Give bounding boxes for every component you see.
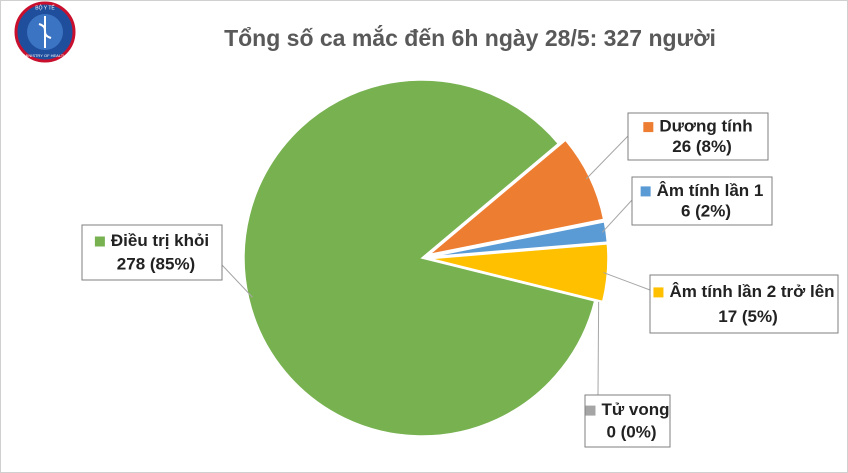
category-label: Điều trị khỏi — [111, 231, 209, 250]
value-label: 0 (0%) — [606, 422, 656, 441]
pie-slice — [429, 243, 609, 303]
leader-line — [221, 264, 253, 298]
leader-line — [597, 301, 600, 396]
label-box — [627, 112, 769, 161]
pie-slice — [243, 79, 596, 437]
category-label: Âm tính lần 2 trở lên — [669, 282, 834, 301]
value-label: 26 (8%) — [672, 137, 732, 156]
logo: BỘ Y TẾ MINISTRY OF HEALTH — [14, 1, 76, 63]
legend-swatch — [640, 186, 651, 197]
leader-line — [601, 199, 633, 233]
label-box — [649, 274, 839, 334]
value-label: 6 (2%) — [681, 202, 731, 221]
category-label: Tử vong — [601, 400, 669, 419]
legend-swatch — [653, 287, 664, 298]
category-label: Dương tính — [659, 117, 752, 136]
chart-title: Tổng số ca mắc đến 6h ngày 28/5: 327 ngư… — [224, 24, 716, 51]
label-box — [81, 224, 223, 281]
category-label: Âm tính lần 1 — [657, 181, 764, 200]
pie-slice — [429, 220, 609, 258]
legend-swatch — [643, 122, 654, 133]
logo-top: BỘ Y TẾ — [35, 4, 55, 11]
label-box — [584, 394, 671, 448]
leader-line — [603, 272, 651, 291]
pie-slice — [428, 139, 605, 256]
label-box — [631, 176, 773, 226]
leader-line — [585, 135, 629, 180]
legend-swatch — [585, 405, 596, 416]
logo-symbol — [38, 16, 52, 48]
legend-swatch — [94, 236, 105, 247]
value-label: 278 (85%) — [117, 255, 195, 274]
logo-bottom: MINISTRY OF HEALTH — [24, 53, 66, 58]
value-label: 17 (5%) — [718, 307, 778, 326]
